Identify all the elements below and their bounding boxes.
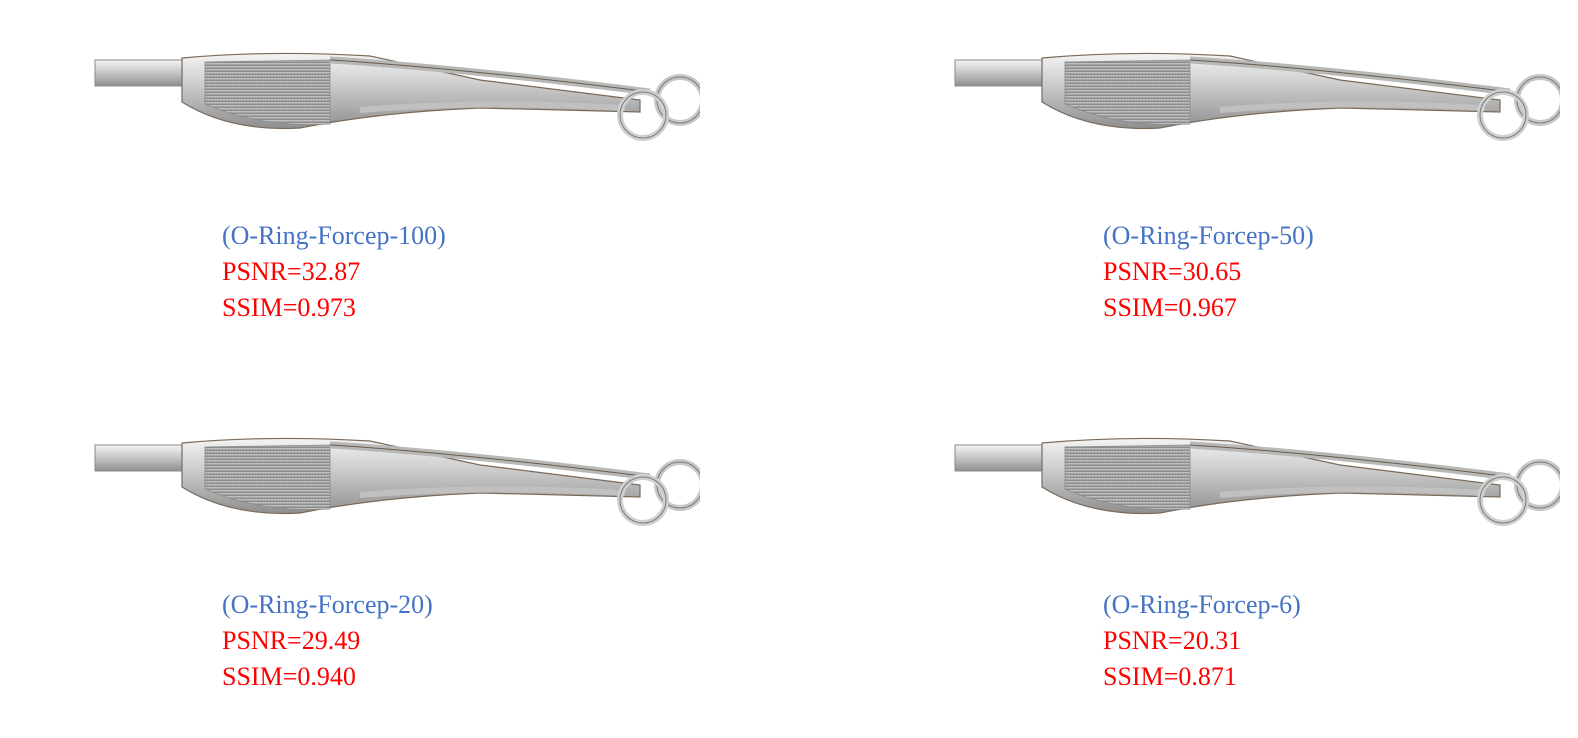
psnr-line: PSNR=29.49 — [222, 623, 433, 659]
result-panel-6: (O-Ring-Forcep-6) PSNR=20.31 SSIM=0.871 — [860, 385, 1560, 715]
forcep-image — [860, 385, 1560, 535]
ssim-line: SSIM=0.940 — [222, 659, 433, 695]
method-label: (O-Ring-Forcep-20) — [222, 590, 433, 619]
forcep-image — [0, 385, 700, 535]
result-panel-100: (O-Ring-Forcep-100) PSNR=32.87 SSIM=0.97… — [0, 0, 700, 330]
method-label: (O-Ring-Forcep-6) — [1103, 590, 1301, 619]
ssim-value: 0.973 — [297, 293, 356, 322]
ssim-line: SSIM=0.871 — [1103, 659, 1301, 695]
caption: (O-Ring-Forcep-100) PSNR=32.87 SSIM=0.97… — [222, 218, 446, 326]
psnr-line: PSNR=20.31 — [1103, 623, 1301, 659]
result-panel-50: (O-Ring-Forcep-50) PSNR=30.65 SSIM=0.967 — [860, 0, 1560, 330]
ssim-value: 0.940 — [297, 662, 356, 691]
psnr-value: 32.87 — [301, 257, 361, 286]
psnr-label: PSNR= — [1103, 257, 1183, 286]
psnr-line: PSNR=32.87 — [222, 254, 446, 290]
caption: (O-Ring-Forcep-6) PSNR=20.31 SSIM=0.871 — [1103, 587, 1301, 695]
forcep-image — [860, 0, 1560, 150]
ssim-line: SSIM=0.967 — [1103, 290, 1314, 326]
psnr-label: PSNR= — [222, 626, 302, 655]
ssim-line: SSIM=0.973 — [222, 290, 446, 326]
psnr-value: 29.49 — [301, 626, 361, 655]
ssim-label: SSIM= — [222, 662, 298, 691]
forcep-image — [0, 0, 700, 150]
caption: (O-Ring-Forcep-20) PSNR=29.49 SSIM=0.940 — [222, 587, 433, 695]
ssim-label: SSIM= — [222, 293, 298, 322]
ssim-value: 0.967 — [1178, 293, 1237, 322]
ssim-label: SSIM= — [1103, 293, 1179, 322]
method-label: (O-Ring-Forcep-100) — [222, 221, 446, 250]
psnr-label: PSNR= — [1103, 626, 1183, 655]
method-label: (O-Ring-Forcep-50) — [1103, 221, 1314, 250]
ssim-label: SSIM= — [1103, 662, 1179, 691]
psnr-label: PSNR= — [222, 257, 302, 286]
psnr-line: PSNR=30.65 — [1103, 254, 1314, 290]
psnr-value: 20.31 — [1182, 626, 1242, 655]
caption: (O-Ring-Forcep-50) PSNR=30.65 SSIM=0.967 — [1103, 218, 1314, 326]
psnr-value: 30.65 — [1182, 257, 1242, 286]
result-panel-20: (O-Ring-Forcep-20) PSNR=29.49 SSIM=0.940 — [0, 385, 700, 715]
ssim-value: 0.871 — [1178, 662, 1237, 691]
